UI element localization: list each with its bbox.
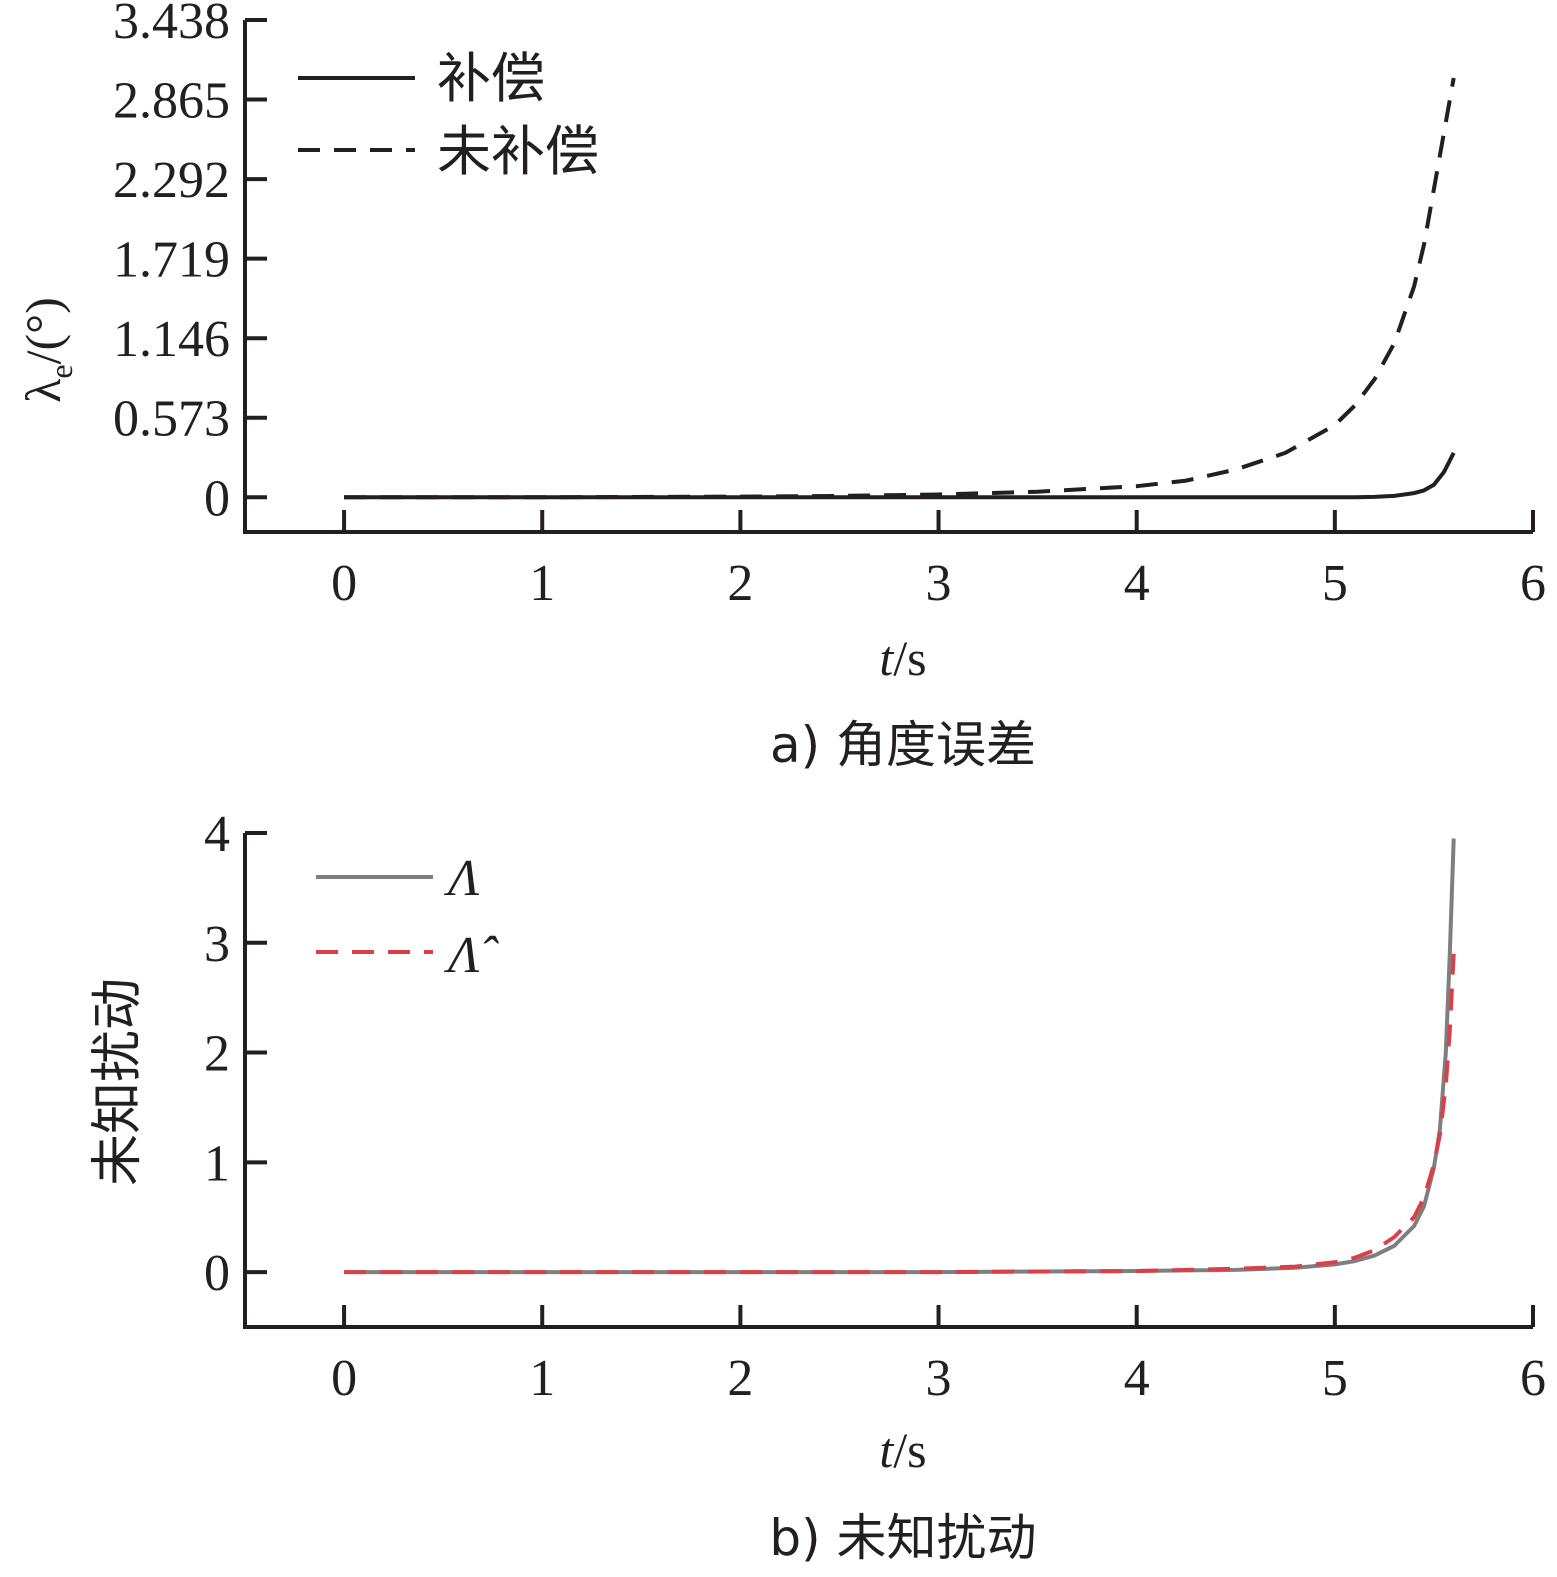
panel-a-y-tick-label: 2.865 (113, 73, 230, 130)
panel-a-x-tick-label: 6 (1520, 555, 1546, 612)
panel-a-x-ticks: 0 1 2 3 4 5 6 (331, 510, 1546, 612)
panel-a-legend-label-1: 未补偿 (437, 120, 599, 183)
panel-a-series (344, 77, 1456, 500)
panel-a-y-label-main: λ (15, 379, 71, 403)
panel-a-x-tick-label: 2 (727, 555, 753, 612)
panel-a-legend: 补偿 未补偿 (298, 47, 599, 183)
panel-b-y-axis-label: 未知扰动 (88, 978, 148, 1186)
panel-a-x-axis-label: t/s (879, 630, 926, 686)
panel-a-axes (243, 20, 1533, 534)
panel-a-x-tick-label: 1 (529, 555, 555, 612)
panel-a-x-label-unit: /s (893, 630, 926, 686)
panel-b-x-tick-label: 1 (529, 1350, 555, 1407)
panel-b-y-tick-label: 3 (204, 916, 230, 973)
panel-a-x-tick-label: 5 (1322, 555, 1348, 612)
panel-b-x-axis-label: t/s (879, 1422, 926, 1478)
panel-b-legend-label-1: Λ̂ (443, 927, 499, 984)
panel-a-legend-label-0: 补偿 (437, 47, 545, 110)
panel-a-series-line-0 (344, 451, 1456, 500)
panel-a-y-tick-label: 1.146 (113, 311, 230, 368)
panel-b-y-tick-label: 1 (204, 1135, 230, 1192)
panel-b-x-tick-label: 4 (1124, 1350, 1150, 1407)
panel-b-x-ticks: 0 1 2 3 4 5 6 (331, 1305, 1546, 1407)
panel-a-x-tick-label: 0 (331, 555, 357, 612)
panel-b-y-tick-label: 0 (204, 1245, 230, 1302)
panel-b-legend: Λ Λ̂ (316, 850, 499, 984)
panel-a-y-label-sub: e (43, 364, 79, 378)
panel-a-y-axis-label: λe/(°) (15, 297, 79, 403)
panel-b-y-tick-label: 4 (204, 806, 230, 863)
panel-a-x-label-var: t (879, 630, 894, 686)
panel-a-y-label-unit: /(°) (15, 297, 71, 364)
panel-b-x-label-unit: /s (893, 1422, 926, 1478)
panel-a-x-tick-label: 4 (1124, 555, 1150, 612)
panel-b-x-tick-label: 6 (1520, 1350, 1546, 1407)
panel-b-x-tick-label: 0 (331, 1350, 357, 1407)
panel-b-axes (243, 833, 1533, 1329)
panel-a-y-tick-label: 3.438 (113, 0, 230, 50)
panel-b-y-ticks: 0 1 2 3 4 (204, 806, 267, 1302)
panel-b-series-line-0 (344, 838, 1456, 1275)
panel-a-series-line-1 (344, 77, 1456, 500)
panel-b-series-line-1 (344, 953, 1456, 1275)
panel-b-x-tick-label: 5 (1322, 1350, 1348, 1407)
panel-a-x-tick-label: 3 (926, 555, 952, 612)
panel-a-y-tick-label: 1.719 (113, 232, 230, 289)
panel-a-y-tick-label: 2.292 (113, 152, 230, 209)
panel-a-caption: a) 角度误差 (770, 716, 1036, 774)
panel-b-series (344, 838, 1456, 1275)
panel-a-y-tick-label: 0 (204, 470, 230, 527)
panel-b-x-tick-label: 3 (926, 1350, 952, 1407)
panel-b-x-label-var: t (879, 1422, 894, 1478)
panel-a-y-tick-label: 0.573 (113, 391, 230, 448)
panel-b-y-tick-label: 2 (204, 1026, 230, 1083)
panel-a-y-ticks: 0 0.573 1.146 1.719 2.292 2.865 3.438 (113, 0, 267, 527)
panel-b-caption: b) 未知扰动 (769, 1509, 1036, 1567)
panel-b-x-tick-label: 2 (727, 1350, 753, 1407)
panel-b: 0 1 2 3 4 0 1 2 3 4 5 6 未知扰动 t/s Λ Λ̂ b) 未知扰动 (88, 806, 1546, 1567)
panel-b-legend-label-0: Λ (443, 850, 480, 907)
